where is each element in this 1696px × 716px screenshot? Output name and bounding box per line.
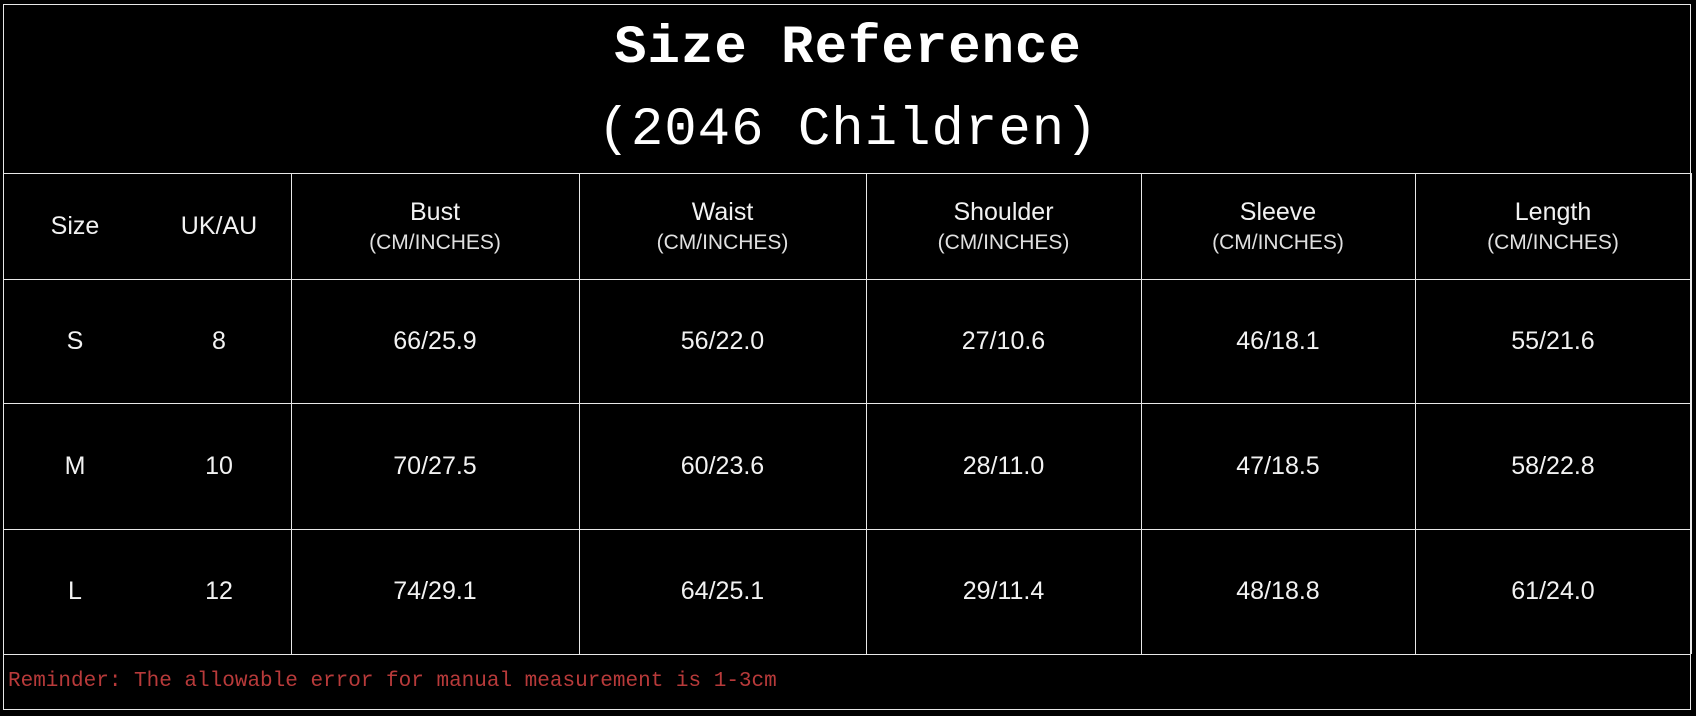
table-cell: 60/23.6 [680,451,765,480]
table-cell: 8 [212,326,226,355]
table-cell: 46/18.1 [1236,326,1320,355]
table-cell: 74/29.1 [393,577,477,605]
row-divider [3,529,1691,530]
table-cell: 10 [205,451,233,480]
column-header-label: Length [1514,197,1592,226]
column-divider [1141,173,1142,654]
table-cell: 56/22.0 [680,326,765,355]
column-header-unit: (CM/INCHES) [1487,230,1619,254]
column-header-label: Waist [691,197,754,226]
column-header-unit: (CM/INCHES) [1212,230,1344,254]
column-header: Length (CM/INCHES) [1415,173,1691,279]
column-divider [866,173,867,654]
table-cell: 66/25.9 [393,326,477,355]
table-cell: 48/18.8 [1236,577,1320,605]
column-header-label: Bust [409,197,461,226]
column-header-label: UK/AU [180,211,258,240]
page-subtitle: (2046 Children) [597,100,1099,161]
table-cell: 64/25.1 [680,577,765,605]
table-cell: 58/22.8 [1511,451,1595,480]
table-cell: 70/27.5 [393,451,477,480]
table-cell: S [66,326,84,355]
column-header-label: Sleeve [1239,197,1317,226]
page-title: Size Reference [614,18,1082,79]
column-header-unit: (CM/INCHES) [369,230,501,254]
table-cell: 27/10.6 [961,326,1046,355]
column-header: UK/AU [147,173,291,279]
table-cell: 61/24.0 [1511,577,1595,605]
column-header-unit: (CM/INCHES) [656,230,789,254]
table-cell: L [68,577,82,605]
column-header-label: Shoulder [953,197,1054,226]
column-header: Waist (CM/INCHES) [579,173,866,279]
table-cell: 47/18.5 [1236,451,1320,480]
column-divider [1415,173,1416,654]
column-header: Shoulder (CM/INCHES) [866,173,1141,279]
column-header-label: Size [50,211,100,240]
table-cell: 28/11.0 [962,451,1045,480]
reminder-note: Reminder: The allowable error for manual… [8,670,777,693]
column-divider [1691,173,1692,654]
column-divider [3,173,4,654]
column-divider [579,173,580,654]
column-header: Sleeve (CM/INCHES) [1141,173,1415,279]
column-header: Size [3,173,147,279]
table-cell: 29/11.4 [962,577,1045,605]
row-divider [3,279,1691,280]
table-cell: 12 [205,577,233,605]
table-cell: 55/21.6 [1511,326,1595,355]
table-cell: M [64,451,86,480]
column-divider [291,173,292,654]
column-header-unit: (CM/INCHES) [937,230,1070,254]
row-divider [3,403,1691,404]
row-divider [3,654,1691,655]
column-header: Bust (CM/INCHES) [291,173,579,279]
row-divider [3,173,1691,174]
